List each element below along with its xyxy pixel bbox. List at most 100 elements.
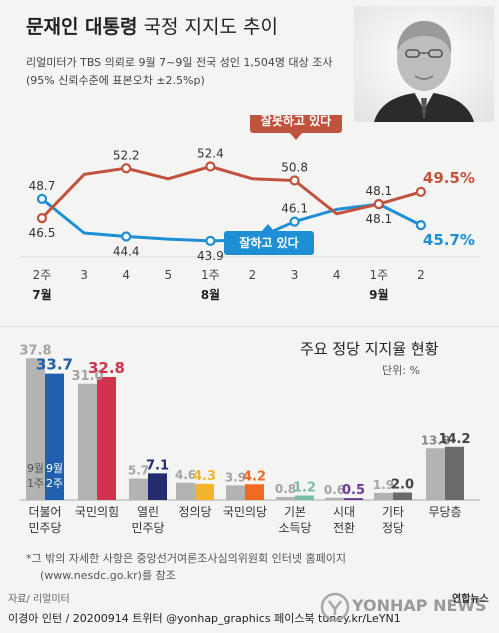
brand-label: 연합뉴스 bbox=[452, 594, 489, 605]
bar-label-curr: 1.2 bbox=[293, 481, 316, 496]
party-group: 4.64.3 정의당 bbox=[175, 468, 216, 519]
bar-prev bbox=[226, 485, 245, 500]
month-label: 8월 bbox=[201, 287, 220, 302]
watermark-text: YONHAP NEWS bbox=[352, 596, 487, 615]
bar-prev bbox=[374, 492, 393, 500]
bar-label-prev: 0.8 bbox=[275, 482, 296, 496]
yonhap-logo-icon bbox=[320, 592, 350, 622]
category-label: 기타 bbox=[382, 505, 404, 519]
bar-label-curr: 32.8 bbox=[88, 359, 125, 377]
bar-curr bbox=[445, 446, 464, 500]
bar-label-prev: 0.6 bbox=[324, 483, 345, 497]
title-bold: 문재인 대통령 bbox=[26, 16, 138, 38]
subtitle-line-2: (95% 신뢰수준에 표본오차 ±2.5%p) bbox=[26, 74, 205, 87]
bar-label-prev: 13.8 bbox=[421, 433, 451, 447]
category-label: 국민의힘 bbox=[75, 505, 119, 519]
x-tick-label: 2주 bbox=[33, 268, 52, 282]
series-tag-pointer bbox=[262, 224, 274, 231]
category-label: 무당층 bbox=[428, 505, 461, 519]
data-label-disapprove: 52.4 bbox=[197, 147, 224, 161]
data-label-disapprove: 50.8 bbox=[281, 161, 308, 175]
data-point-approve bbox=[36, 193, 48, 204]
bar-label-curr: 7.1 bbox=[146, 458, 169, 473]
data-label-approve: 43.9 bbox=[197, 249, 224, 263]
month-label: 7월 bbox=[32, 287, 51, 302]
series-tag-label: 잘하고 있다 bbox=[239, 235, 298, 250]
section-divider bbox=[0, 326, 499, 327]
bar-label-curr: 14.2 bbox=[438, 432, 470, 447]
data-point-disapprove bbox=[121, 163, 132, 174]
month-label: 9월 bbox=[369, 287, 388, 302]
data-label-approve: 48.7 bbox=[29, 179, 56, 193]
category-label: 기본 bbox=[284, 505, 306, 519]
bar-label-prev: 31.0 bbox=[71, 369, 103, 384]
bar-prev bbox=[26, 358, 45, 500]
bar-label-prev: 4.6 bbox=[175, 468, 196, 482]
x-tick-label: 1주 bbox=[201, 268, 220, 282]
bar-prev bbox=[276, 497, 295, 500]
x-tick-label: 1주 bbox=[369, 268, 388, 282]
category-label: 시대 bbox=[333, 505, 355, 519]
series-tag-pointer bbox=[290, 133, 302, 140]
bar-label-curr: 33.7 bbox=[36, 356, 73, 374]
party-group: 13.814.2 무당층 bbox=[421, 432, 471, 519]
series-tag-box bbox=[250, 115, 342, 133]
bar-curr bbox=[295, 495, 314, 500]
bar-label-prev: 37.8 bbox=[19, 343, 51, 358]
data-label-disapprove: 48.1 bbox=[365, 212, 392, 226]
series-line-disapprove bbox=[40, 165, 422, 220]
category-label: 민주당 bbox=[28, 521, 61, 535]
credit-line: 이경아 인턴 / 20200914 트위터 @yonhap_graphics 페… bbox=[8, 612, 401, 625]
title-rest: 국정 지지도 추이 bbox=[143, 16, 278, 38]
category-label: 민주당 bbox=[131, 521, 164, 535]
page-title: 문재인 대통령 국정 지지도 추이 bbox=[26, 12, 278, 39]
party-group: 3.94.2 국민의당 bbox=[223, 469, 267, 519]
x-tick-label: 4 bbox=[333, 268, 341, 282]
x-tick-label: 3 bbox=[80, 268, 88, 282]
bar-prev bbox=[78, 383, 97, 500]
category-label: 더불어 bbox=[28, 505, 61, 519]
bar-prev bbox=[426, 448, 445, 500]
bar-label-curr: 0.5 bbox=[342, 483, 365, 498]
bar-label-prev: 5.7 bbox=[128, 464, 149, 478]
x-tick-label: 2 bbox=[249, 268, 257, 282]
bar-label-curr: 2.0 bbox=[391, 478, 414, 493]
legend-label: 9월 bbox=[27, 462, 44, 475]
legend-label: 9월 bbox=[46, 462, 63, 475]
bar-curr bbox=[45, 373, 64, 500]
bar-label-prev: 1.9 bbox=[373, 478, 394, 492]
subtitle-line-1: 리얼미터가 TBS 의뢰로 9월 7~9일 전국 성인 1,504명 대상 조사 bbox=[26, 56, 333, 69]
bar-curr bbox=[97, 377, 116, 500]
bar-curr bbox=[245, 484, 264, 500]
x-tick-label: 3 bbox=[291, 268, 299, 282]
series-tag-disapprove: 잘못하고 있다 bbox=[250, 115, 342, 140]
data-label-disapprove: 46.5 bbox=[29, 226, 56, 240]
data-label-approve: 46.1 bbox=[281, 202, 308, 216]
data-point-approve bbox=[121, 231, 132, 242]
data-label-approve: 45.7% bbox=[423, 231, 475, 249]
data-point-approve bbox=[415, 220, 426, 231]
data-point-approve bbox=[289, 216, 300, 227]
yonhap-watermark: YONHAP NEWS bbox=[318, 583, 494, 629]
footnote-line-1: *그 밖의 자세한 사항은 중앙선거여론조사심의위원회 인터넷 홈페이지 bbox=[26, 552, 346, 565]
legend-label: 2주 bbox=[46, 477, 63, 490]
data-point-approve bbox=[205, 235, 216, 246]
bar-label-curr: 4.2 bbox=[243, 469, 266, 484]
data-label-approve: 44.4 bbox=[113, 245, 140, 259]
bar-curr bbox=[344, 498, 363, 500]
category-label: 국민의당 bbox=[223, 505, 267, 519]
category-label: 전환 bbox=[333, 521, 355, 535]
data-label-approve: 48.1 bbox=[365, 184, 392, 198]
category-label: 소득당 bbox=[278, 521, 311, 535]
data-point-disapprove bbox=[289, 175, 300, 186]
legend-label: 1주 bbox=[27, 477, 44, 490]
category-label: 정의당 bbox=[178, 505, 211, 519]
footnote-line-2: (www.nesdc.go.kr)를 참조 bbox=[40, 569, 176, 582]
